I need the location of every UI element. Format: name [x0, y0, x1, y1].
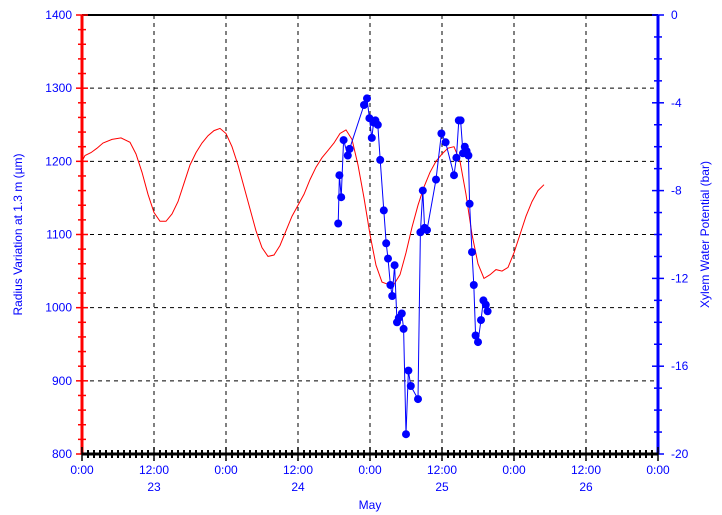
x-axis-time-label: 12:00 — [571, 463, 601, 477]
water-potential-series — [334, 94, 492, 439]
water-potential-point — [360, 101, 368, 109]
x-axis-day-label: 24 — [291, 480, 305, 494]
left-axis-title: Radius Variation at 1.3 m (µm) — [11, 153, 25, 315]
grid-lines — [82, 15, 658, 454]
right-axis-title: Xylem Water Potential (bar) — [698, 161, 712, 308]
right-axis-tick-label: -16 — [671, 359, 689, 373]
right-axis-tick-label: -8 — [671, 184, 682, 198]
x-axis-time-label: 0:00 — [214, 463, 238, 477]
water-potential-point — [474, 338, 482, 347]
right-axis-tick-label: -4 — [671, 96, 682, 110]
water-potential-point — [379, 206, 388, 215]
water-potential-point — [339, 136, 348, 145]
water-potential-point — [386, 281, 395, 289]
water-potential-point — [388, 292, 397, 300]
x-axis-time-label: 0:00 — [70, 463, 94, 477]
water-potential-point — [363, 94, 371, 103]
water-potential-point — [481, 300, 490, 309]
left-axis-tick-label: 900 — [52, 374, 72, 388]
water-potential-point — [471, 331, 480, 340]
x-axis: 0:00 12:00 23 0:00 12:00 24 0:00 12:00 25 0:00 12:… — [70, 447, 670, 494]
radius-variation-line — [81, 127, 545, 285]
water-potential-point — [414, 395, 422, 404]
right-axis-tick-label: 0 — [671, 8, 678, 22]
water-potential-point — [390, 261, 399, 270]
right-y-axis: -20 -16 -12 -8 -4 0 — [652, 8, 689, 461]
water-potential-point — [452, 153, 461, 162]
radius-variation-series — [81, 127, 545, 285]
water-potential-point — [418, 186, 427, 195]
left-axis-tick-label: 1200 — [45, 154, 72, 168]
water-potential-point — [437, 129, 446, 138]
water-potential-point — [469, 281, 478, 289]
water-potential-point — [464, 151, 473, 160]
water-potential-point — [373, 120, 382, 129]
water-potential-point — [343, 151, 352, 160]
water-potential-point — [376, 155, 385, 164]
left-y-axis: 800 900 1000 1100 1200 1300 1400 — [45, 8, 88, 461]
right-axis-tick-label: -20 — [671, 447, 689, 461]
x-axis-title: May — [359, 498, 382, 512]
water-potential-point — [465, 199, 474, 208]
x-axis-day-label: 25 — [435, 480, 449, 494]
water-potential-point — [423, 226, 431, 235]
water-potential-line — [337, 96, 489, 435]
water-potential-point — [399, 324, 408, 333]
left-axis-tick-label: 1300 — [45, 81, 72, 95]
water-potential-point — [367, 133, 376, 142]
water-potential-point — [456, 116, 465, 125]
water-potential-point — [345, 144, 354, 153]
water-potential-point — [404, 366, 413, 375]
water-potential-point — [441, 138, 450, 147]
water-potential-point — [483, 307, 492, 316]
water-potential-point — [406, 382, 415, 390]
x-axis-day-label: 23 — [147, 480, 161, 494]
x-axis-time-label: 0:00 — [646, 463, 670, 477]
x-axis-time-label: 12:00 — [139, 463, 169, 477]
water-potential-point — [334, 219, 343, 228]
x-axis-time-label: 12:00 — [283, 463, 313, 477]
water-potential-point — [382, 239, 391, 248]
water-potential-point — [432, 175, 440, 184]
water-potential-point — [402, 430, 410, 439]
left-axis-tick-label: 800 — [52, 447, 72, 461]
water-potential-point — [468, 248, 476, 257]
x-axis-time-label: 12:00 — [427, 463, 457, 477]
x-axis-day-label: 26 — [579, 480, 593, 494]
water-potential-point — [450, 171, 458, 180]
water-potential-point — [337, 193, 346, 202]
water-potential-point — [335, 171, 344, 180]
water-potential-point — [477, 316, 485, 325]
left-axis-tick-label: 1100 — [46, 228, 72, 242]
water-potential-point — [397, 309, 406, 318]
left-axis-tick-label: 1400 — [45, 8, 72, 22]
left-axis-tick-label: 1000 — [45, 301, 72, 315]
water-potential-point — [384, 254, 392, 263]
right-axis-tick-label: -12 — [671, 271, 689, 285]
x-axis-time-label: 0:00 — [502, 463, 526, 477]
x-axis-time-label: 0:00 — [358, 463, 382, 477]
